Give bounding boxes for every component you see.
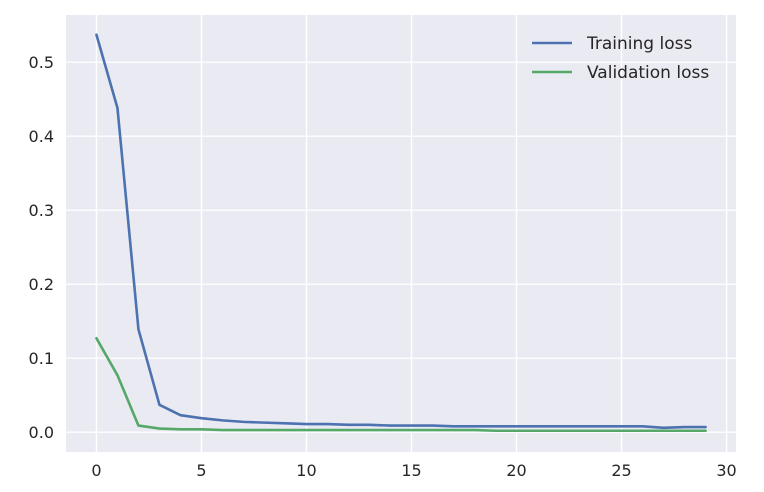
y-tick-label: 0.2	[29, 275, 54, 294]
validation-loss-line	[95, 336, 707, 433]
y-tick-label: 0.5	[29, 53, 54, 72]
y-tick-label: 0.4	[29, 127, 54, 146]
y-tick-label: 0.0	[29, 423, 54, 442]
x-tick-label: 25	[611, 461, 631, 480]
plot-background	[66, 15, 736, 452]
x-tick-label: 30	[716, 461, 736, 480]
validation-loss-legend-label: Validation loss	[587, 63, 709, 83]
x-tick-label: 5	[196, 461, 206, 480]
y-tick-label: 0.1	[29, 349, 54, 368]
training-loss-line	[95, 33, 707, 430]
x-tick-label: 15	[401, 461, 421, 480]
training-loss-legend-label: Training loss	[586, 34, 692, 54]
series-lines	[95, 33, 707, 433]
y-tick-label: 0.3	[29, 201, 54, 220]
x-tick-label: 20	[506, 461, 526, 480]
legend: Training loss Validation loss	[532, 34, 709, 83]
x-tick-label: 10	[296, 461, 316, 480]
y-axis-ticks: 0.0 0.1 0.2 0.3 0.4 0.5	[29, 53, 54, 442]
x-axis-ticks: 0 5 10 15 20 25 30	[91, 461, 736, 480]
x-tick-label: 0	[91, 461, 101, 480]
grid	[66, 15, 736, 452]
